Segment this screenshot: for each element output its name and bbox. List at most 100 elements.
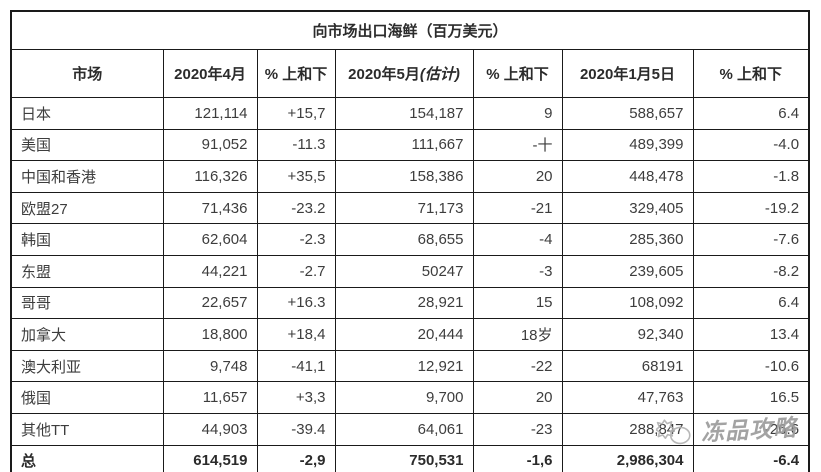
value-cell: 68,655 [334,223,474,256]
col-header-may-2020-estimate: 2020年5月(估计) [334,49,474,98]
value-cell: 121,114 [162,97,258,130]
value-cell: -23 [472,412,563,446]
title-row: 向市场出口海鲜（百万美元） [10,10,810,50]
value-cell: 64,061 [334,412,474,446]
value-cell: -19.2 [692,191,810,225]
value-cell: +3,3 [256,381,336,414]
value-cell: 92,340 [561,318,694,351]
value-cell: 6.4 [692,286,810,320]
table-row: 加拿大 18,800 +18,4 20,444 18岁 92,340 13.4 [10,318,810,351]
value-cell: 91,052 [162,128,258,162]
value-cell: -21 [472,191,563,225]
value-cell: -2,9 [256,444,336,472]
value-cell: -4.0 [692,128,810,162]
table-row: 哥哥 22,657 +16.3 28,921 15 108,092 6.4 [10,286,810,320]
value-cell: -2.3 [256,223,336,256]
market-name-cell: 中国和香港 [10,160,164,193]
col-header-pct-change-ytd: % 上和下 [692,49,810,98]
value-cell: 20 [472,381,563,414]
col-header-jan-may-2020: 2020年1月5日 [561,49,694,98]
value-cell: -7.6 [692,223,810,256]
market-name-cell: 哥哥 [10,286,164,320]
table-row: 澳大利亚 9,748 -41,1 12,921 -22 68191 -10.6 [10,349,810,383]
value-cell: -8.2 [692,254,810,288]
value-cell: 18岁 [472,318,563,351]
value-cell: 489,399 [561,128,694,162]
value-cell: -十 [472,128,563,162]
value-cell: 71,173 [334,191,474,225]
table-row: 韩国 62,604 -2.3 68,655 -4 285,360 -7.6 [10,223,810,256]
table-row: 俄国 11,657 +3,3 9,700 20 47,763 16.5 [10,381,810,414]
value-cell: -1,6 [472,444,563,472]
value-cell: 154,187 [334,97,474,130]
table-row: 日本 121,114 +15,7 154,187 9 588,657 6.4 [10,97,810,130]
market-name-cell: 其他TT [10,412,164,446]
value-cell: -23.2 [256,191,336,225]
value-cell: 9,748 [162,349,258,383]
value-cell: -22 [472,349,563,383]
table-row: 美国 91,052 -11.3 111,667 -十 489,399 -4.0 [10,128,810,162]
value-cell: +15,7 [256,97,336,130]
value-cell: 108,092 [561,286,694,320]
value-cell: -3 [472,254,563,288]
value-cell: 2,986,304 [561,444,694,472]
value-cell: 614,519 [162,444,258,472]
col-header-pct-change-may: % 上和下 [472,49,563,98]
market-name-cell: 总 [10,444,164,472]
value-cell: 239,605 [561,254,694,288]
value-cell: -4 [472,223,563,256]
value-cell: 62,604 [162,223,258,256]
value-cell: 329,405 [561,191,694,225]
value-cell: 9 [472,97,563,130]
value-cell: 116,326 [162,160,258,193]
value-cell: -11.3 [256,128,336,162]
value-cell: -6.4 [692,444,810,472]
col-header-april-2020: 2020年4月 [162,49,258,98]
value-cell: 44,903 [162,412,258,446]
market-name-cell: 韩国 [10,223,164,256]
value-cell: -2.7 [256,254,336,288]
value-cell: 50247 [334,254,474,288]
total-row: 总 614,519 -2,9 750,531 -1,6 2,986,304 -6.4 [10,444,810,472]
table-row: 欧盟27 71,436 -23.2 71,173 -21 329,405 -19.2 [10,191,810,225]
value-cell: +16.3 [256,286,336,320]
value-cell: -1.8 [692,160,810,193]
market-name-cell: 俄国 [10,381,164,414]
value-cell: 68191 [561,349,694,383]
seafood-export-table: 向市场出口海鲜（百万美元） 市场 2020年4月 % 上和下 2020年5月(估… [10,10,811,472]
value-cell: 16.5 [692,381,810,414]
value-cell: 6.4 [692,97,810,130]
value-cell: 285,360 [561,223,694,256]
value-cell: 71,436 [162,191,258,225]
market-name-cell: 美国 [10,128,164,162]
value-cell: -41,1 [256,349,336,383]
value-cell: 12,921 [334,349,474,383]
value-cell: 44,221 [162,254,258,288]
value-cell: -39.4 [256,412,336,446]
value-cell: +18,4 [256,318,336,351]
value-cell: 750,531 [334,444,474,472]
table-row: 东盟 44,221 -2.7 50247 -3 239,605 -8.2 [10,254,810,288]
value-cell: 47,763 [561,381,694,414]
col-header-market: 市场 [10,49,164,98]
value-cell: 158,386 [334,160,474,193]
value-cell: 448,478 [561,160,694,193]
table-row: 中国和香港 116,326 +35,5 158,386 20 448,478 -1.8 [10,160,810,193]
value-cell: -26.6 [692,412,810,446]
table-body: 日本 121,114 +15,7 154,187 9 588,657 6.4 美国 91,052… [10,97,810,472]
market-name-cell: 欧盟27 [10,191,164,225]
value-cell: 28,921 [334,286,474,320]
col-header-pct-change-april: % 上和下 [256,49,336,98]
table-title: 向市场出口海鲜（百万美元） [10,10,810,50]
estimate-note: (估计) [419,66,460,83]
value-cell: 111,667 [334,128,474,162]
value-cell: 588,657 [561,97,694,130]
market-name-cell: 东盟 [10,254,164,288]
header-row: 市场 2020年4月 % 上和下 2020年5月(估计) % 上和下 2020年… [10,49,810,98]
value-cell: 9,700 [334,381,474,414]
value-cell: -10.6 [692,349,810,383]
value-cell: 288,847 [561,412,694,446]
value-cell: 20 [472,160,563,193]
value-cell: 11,657 [162,381,258,414]
